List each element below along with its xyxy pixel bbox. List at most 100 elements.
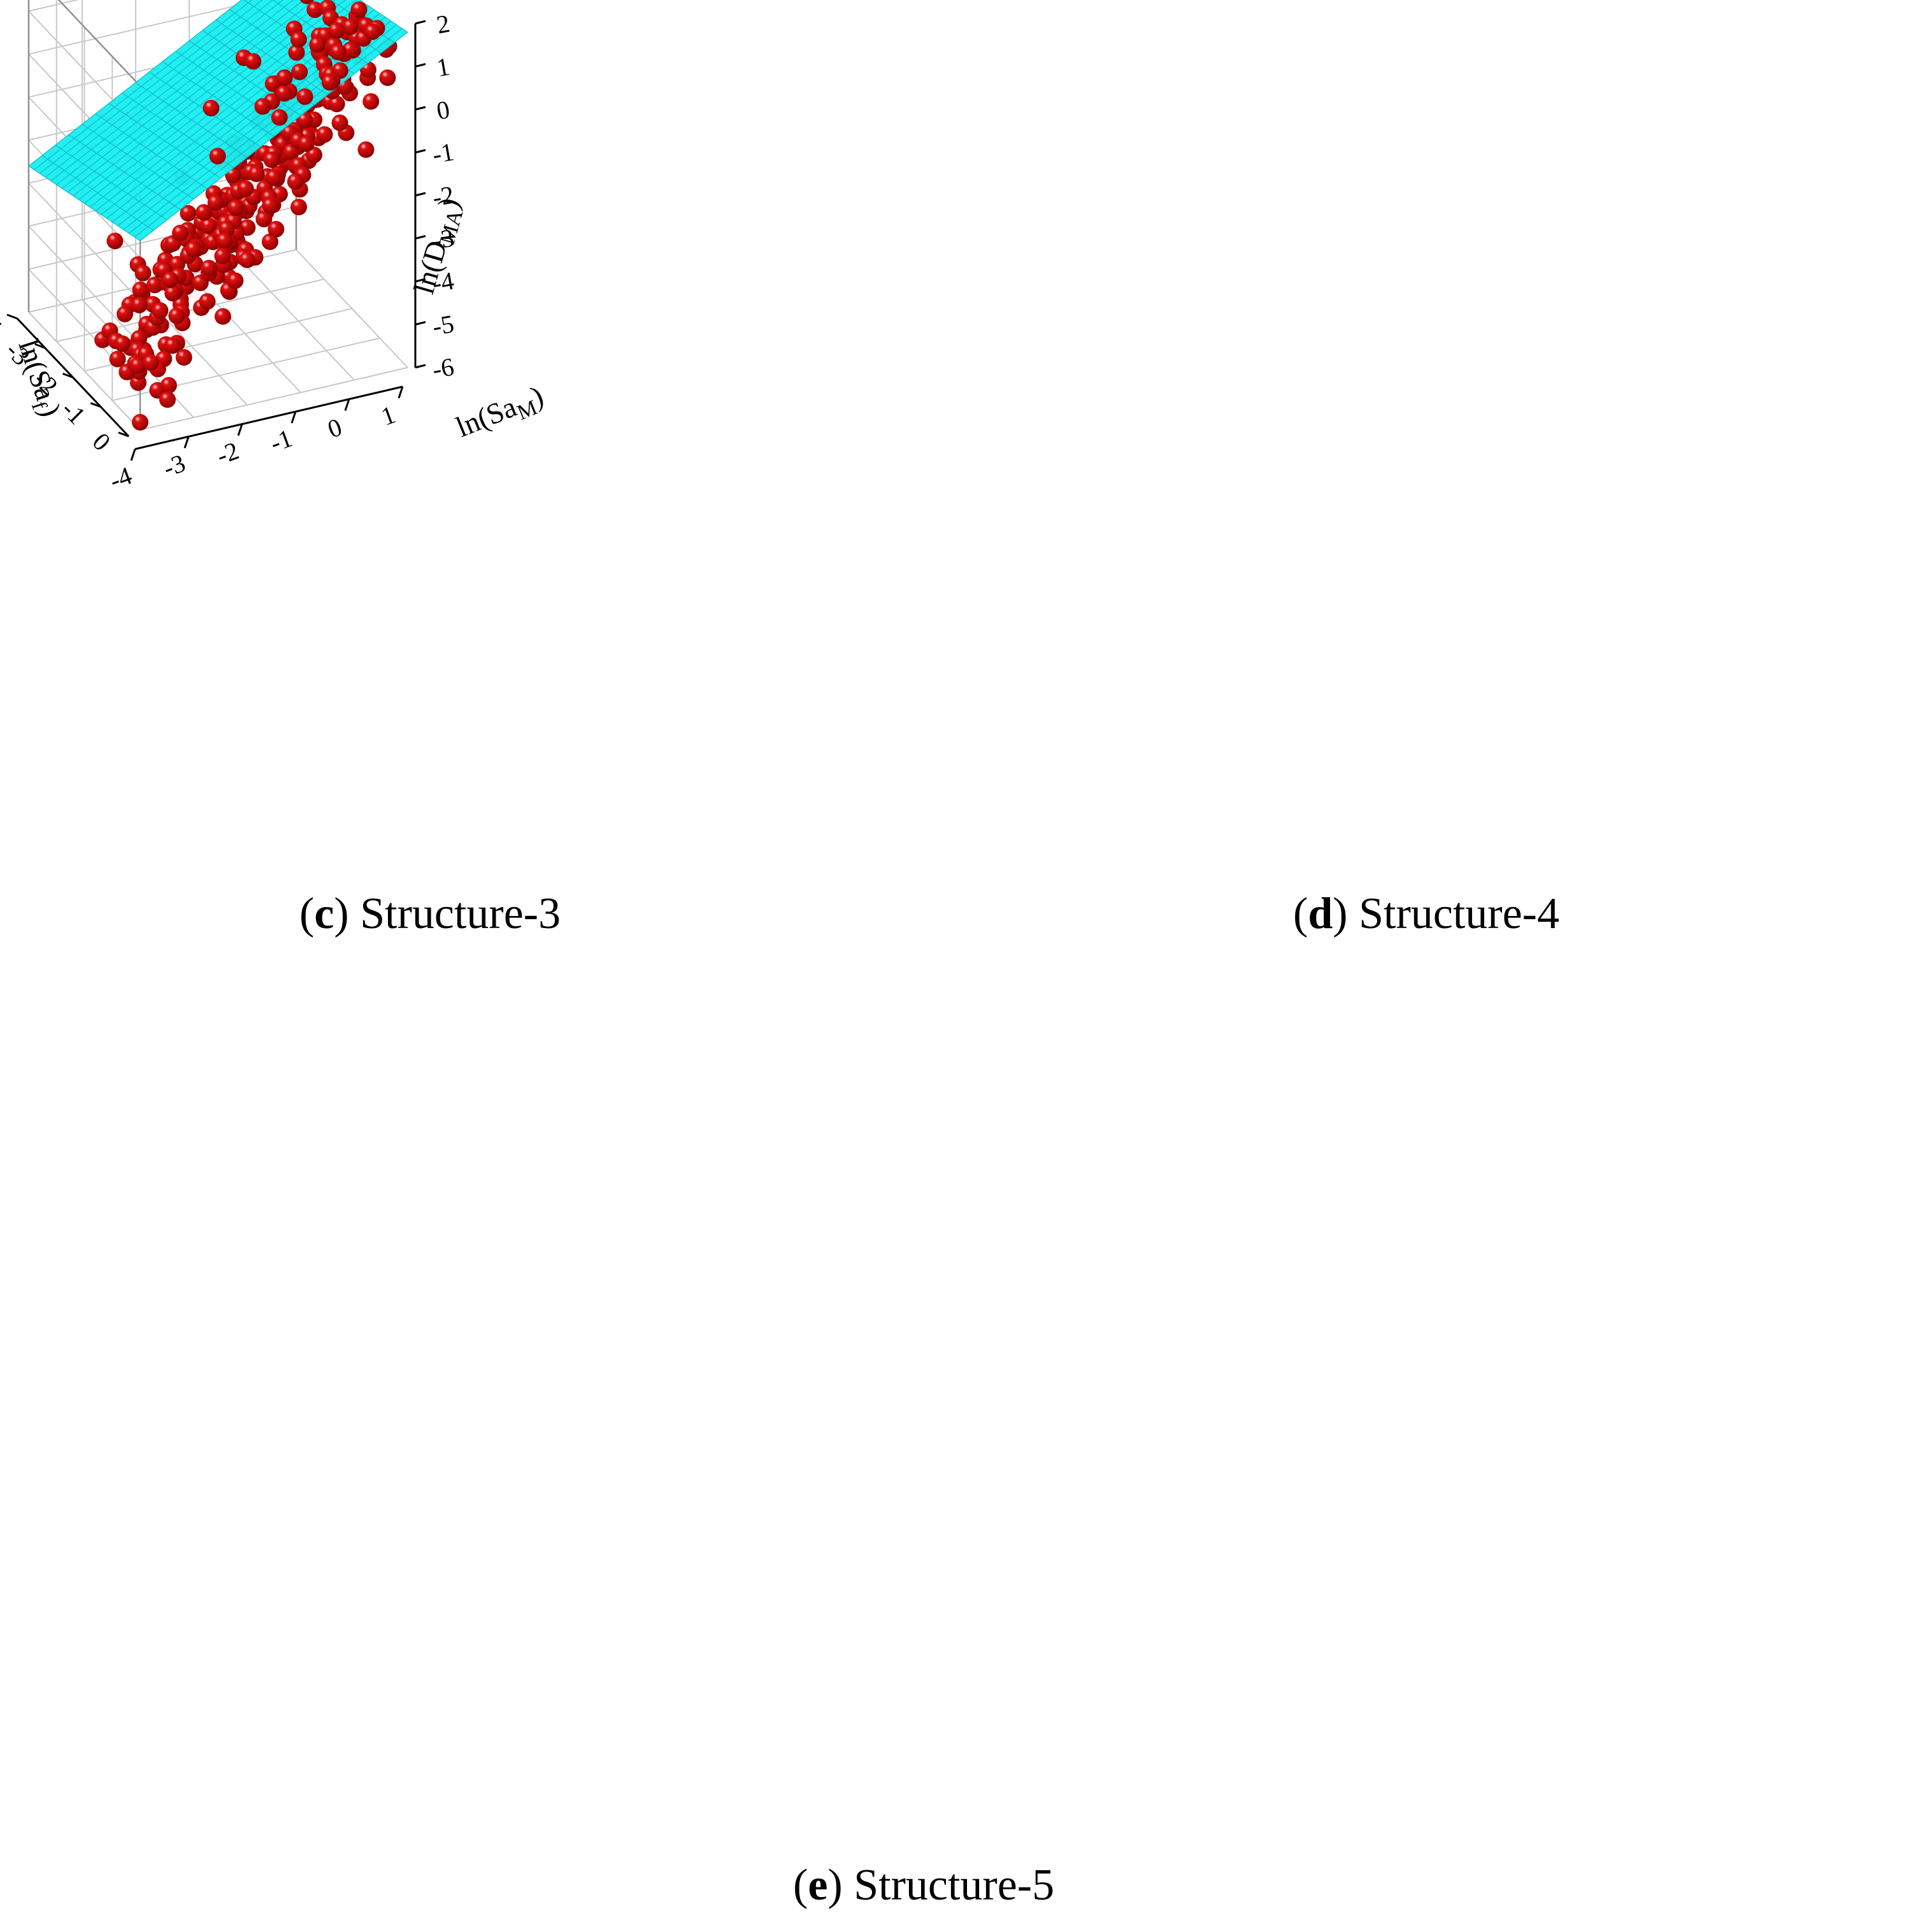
plane-meshline bbox=[45, 0, 273, 178]
plane-meshline bbox=[189, 40, 301, 116]
plane-meshline bbox=[215, 19, 328, 96]
plane-meshline bbox=[67, 0, 315, 193]
data-point bbox=[237, 180, 254, 197]
data-point bbox=[109, 350, 126, 368]
data-point bbox=[209, 148, 226, 164]
data-point bbox=[132, 413, 148, 431]
data-point bbox=[238, 251, 255, 268]
x-axis-label: ln(SaM) bbox=[451, 379, 549, 448]
y-tick-label: -4 bbox=[0, 306, 8, 341]
data-point bbox=[255, 210, 273, 227]
plane-meshline bbox=[39, 0, 263, 174]
data-point bbox=[203, 99, 220, 117]
data-point bbox=[164, 285, 182, 302]
z-tick-label: -1 bbox=[430, 137, 456, 169]
wall-gridline bbox=[28, 225, 141, 345]
z-tick bbox=[415, 106, 426, 111]
y-tick bbox=[6, 313, 18, 320]
plane-meshline bbox=[34, 0, 253, 170]
data-point bbox=[290, 199, 307, 215]
caption-c: (c) Structure-3 bbox=[299, 889, 561, 938]
x-tick-label: -1 bbox=[266, 424, 296, 458]
data-point bbox=[200, 217, 217, 234]
data-point bbox=[164, 337, 181, 354]
data-point bbox=[276, 69, 293, 86]
caption-letter-d: d bbox=[1308, 889, 1333, 938]
caption-letter-e: e bbox=[808, 1861, 828, 1910]
data-point bbox=[168, 307, 185, 324]
data-point bbox=[309, 36, 326, 54]
data-point bbox=[262, 197, 279, 214]
data-point bbox=[316, 126, 333, 143]
z-tick-label: -6 bbox=[430, 352, 456, 384]
data-point bbox=[132, 281, 149, 298]
data-point bbox=[216, 232, 233, 249]
z-tick bbox=[415, 278, 426, 283]
plane-meshline bbox=[28, 0, 243, 166]
plane-meshline bbox=[175, 50, 288, 127]
data-point bbox=[129, 357, 147, 374]
data-point bbox=[207, 194, 224, 211]
panel-c: -4 -3 -2 -1 0 1 0 -1 -2 -3 -4 2 1 0 -1 -2 -3 -4 -5 -6 ln(SaM… bbox=[0, 0, 955, 905]
data-point bbox=[142, 354, 159, 371]
data-point bbox=[146, 276, 163, 294]
chart-d: -4-3-2-1010-1-2-3-410-1-2-3-4-5-6ln(SaM)… bbox=[981, 186, 984, 240]
data-point bbox=[379, 69, 396, 86]
points-below-c bbox=[94, 31, 397, 431]
plane-meshline bbox=[50, 0, 284, 182]
data-point bbox=[180, 204, 197, 222]
z-tick bbox=[415, 192, 426, 197]
data-point bbox=[227, 199, 245, 217]
data-point bbox=[106, 233, 124, 250]
z-tick-label: -2 bbox=[430, 180, 456, 212]
data-point bbox=[291, 63, 308, 80]
data-point bbox=[362, 93, 380, 110]
data-point bbox=[331, 114, 348, 131]
data-point bbox=[263, 151, 280, 168]
y-tick-label: 0 bbox=[87, 427, 117, 456]
data-point bbox=[364, 23, 381, 40]
x-tick-label: -4 bbox=[106, 461, 136, 495]
x-tick bbox=[130, 448, 136, 461]
y-tick bbox=[62, 373, 74, 378]
z-tick bbox=[415, 20, 426, 25]
x-tick bbox=[344, 399, 350, 411]
caption-d: (d) Structure-4 bbox=[1293, 889, 1559, 938]
data-point bbox=[321, 74, 338, 91]
z-tick bbox=[415, 63, 426, 68]
z-tick-label: 2 bbox=[434, 9, 452, 39]
data-point bbox=[114, 335, 131, 352]
x-tick bbox=[237, 424, 243, 436]
data-point bbox=[261, 233, 278, 250]
data-point bbox=[296, 111, 313, 129]
z-tick-label: 1 bbox=[434, 52, 452, 82]
data-point bbox=[329, 43, 347, 61]
data-point bbox=[227, 272, 244, 289]
data-point bbox=[160, 376, 177, 394]
data-point bbox=[266, 169, 283, 186]
wall-gridline bbox=[28, 0, 80, 12]
panel-e: -4-3-2-1010-1-2-3-4210-1-2-3-4-5-6ln(SaM… bbox=[484, 968, 1427, 1847]
caption-letter-c: c bbox=[314, 889, 334, 938]
data-point bbox=[287, 173, 304, 190]
points-above-c bbox=[203, 0, 385, 164]
data-point bbox=[268, 220, 285, 238]
x-tick-label: 1 bbox=[377, 400, 399, 431]
floor-gridline bbox=[56, 278, 324, 343]
box-edge bbox=[57, 0, 141, 87]
data-point bbox=[342, 18, 359, 36]
data-point bbox=[185, 241, 202, 258]
data-point bbox=[131, 296, 148, 313]
plane-meshline bbox=[62, 0, 304, 189]
z-tick bbox=[415, 321, 426, 326]
x-tick-label: -3 bbox=[159, 448, 189, 483]
caption-text-e: Structure-5 bbox=[854, 1861, 1055, 1910]
caption-text-c: Structure-3 bbox=[360, 889, 561, 938]
wall-gridline bbox=[28, 182, 141, 302]
data-point bbox=[175, 349, 192, 366]
z-tick bbox=[415, 235, 426, 240]
data-point bbox=[328, 96, 345, 113]
data-point bbox=[199, 293, 216, 310]
chart-c: -4 -3 -2 -1 0 10-1-2-3-4210-1-2-3-4-5-6ln(SaM… bbox=[0, 0, 549, 495]
caption-e: (e) Structure-5 bbox=[793, 1861, 1055, 1910]
